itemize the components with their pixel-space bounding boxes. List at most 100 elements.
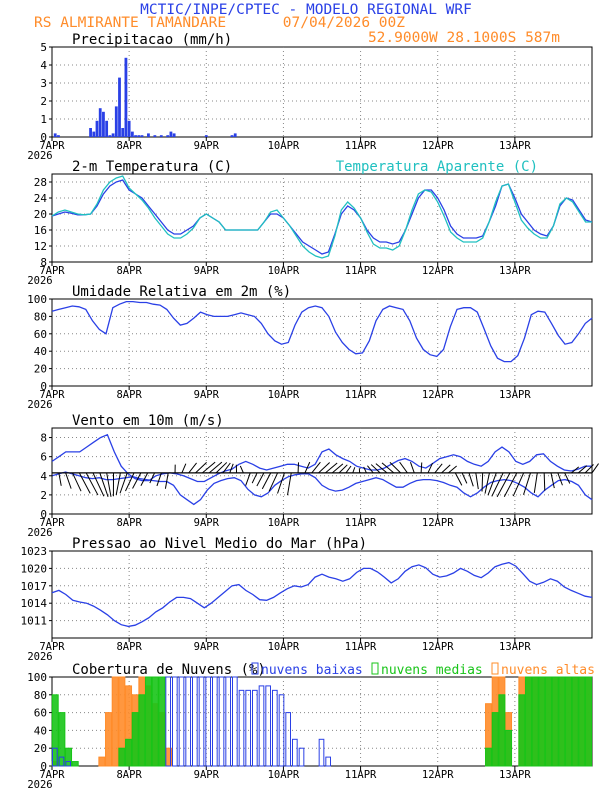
cloud-bar-2 <box>272 689 278 767</box>
plot-frame <box>51 46 593 138</box>
wind-arrow <box>578 465 588 474</box>
precip-bar <box>114 106 118 137</box>
wind-arrow <box>557 472 563 486</box>
precip-bar <box>166 135 170 137</box>
y-tick-label: 40 <box>34 345 47 358</box>
x-tick-label: 7APR <box>39 265 65 277</box>
precip-bar <box>102 111 105 137</box>
precip-bar <box>130 131 134 137</box>
y-tick-label: 0 <box>40 131 47 144</box>
wind-arrow <box>338 464 348 474</box>
cloud-bar-2 <box>265 685 272 767</box>
x-tick-label: 12APR <box>422 265 454 277</box>
cloud-bar-2 <box>178 676 185 767</box>
cloud-bar-2 <box>65 761 72 767</box>
wind-arrow <box>487 472 497 496</box>
precip-bar <box>89 128 92 137</box>
wind-arrow <box>208 461 223 474</box>
cloud-bar-1 <box>578 676 586 767</box>
cloud-bar-1 <box>485 747 493 767</box>
precip-bar <box>92 131 96 137</box>
x-tick-label: 8APR <box>116 140 142 152</box>
y-tick-label: 20 <box>34 742 47 755</box>
precip-bar <box>127 120 131 137</box>
y-tick-label: 1014 <box>21 597 48 610</box>
x-tick-label: 13APR <box>499 265 531 277</box>
cloud-bar-2 <box>172 676 178 767</box>
precip-bar <box>204 135 208 137</box>
wind-arrow <box>389 462 401 474</box>
precip-bar <box>124 57 128 137</box>
y-tick-label: 20 <box>34 208 47 221</box>
plot-frame <box>51 550 593 639</box>
cloud-bar-2 <box>245 689 251 767</box>
y-tick-label: 24 <box>34 192 48 205</box>
cloud-bar-2 <box>192 676 198 767</box>
wind-arrow <box>410 462 415 474</box>
wind-arrow <box>78 472 91 494</box>
series-line-1 <box>51 471 593 506</box>
series-line-0 <box>51 300 593 363</box>
cloud-bar-2 <box>52 747 58 767</box>
wind-arrow <box>381 462 395 474</box>
y-tick-label: 5 <box>40 41 47 54</box>
cloud-bar-2 <box>278 694 285 767</box>
cloud-bar-0 <box>105 712 113 767</box>
x-tick-label: 13APR <box>499 641 531 653</box>
wind-arrow <box>325 462 338 474</box>
wind-arrow <box>92 472 105 497</box>
x-tick-label: 12APR <box>422 769 454 781</box>
x-tick-label: 9APR <box>194 140 220 152</box>
cloud-bar-2 <box>325 756 332 767</box>
wind-arrow <box>304 461 311 474</box>
panel-clouds: 7APR 8APR 9APR 10APR 11APR 12APR 13APR 2026 0 20 4… <box>27 662 595 791</box>
precip-bar <box>140 135 144 137</box>
wind-arrow <box>239 465 244 474</box>
precip-bar <box>108 135 112 137</box>
x-tick-label: 11APR <box>345 769 377 781</box>
panel-temp: 7APR 8APR 9APR 10APR 11APR 12APR 13APR 2026 8 12 1… <box>27 159 593 287</box>
cloud-bar-1 <box>558 676 566 767</box>
x-tick-label: 8APR <box>116 641 142 653</box>
wind-arrow <box>375 463 388 474</box>
x-year-label: 2026 <box>27 527 52 539</box>
wind-arrow <box>181 463 187 474</box>
x-tick-label: 11APR <box>345 140 377 152</box>
precip-bar <box>98 108 102 137</box>
panel-pressure: 7APR 8APR 9APR 10APR 11APR 12APR 13APR 2026 1011… <box>21 536 593 663</box>
x-tick-label: 13APR <box>499 389 531 401</box>
cloud-bar-1 <box>145 676 153 767</box>
wind-arrow <box>543 472 546 491</box>
wind-arrow <box>115 472 121 496</box>
x-tick-label: 12APR <box>422 140 454 152</box>
wind-arrow <box>65 472 72 489</box>
wind-arrow <box>311 461 321 474</box>
wind-arrow <box>523 472 531 495</box>
y-tick-label: 12 <box>34 240 47 253</box>
cloud-bar-1 <box>125 738 133 767</box>
panel-title: Cobertura de Nuvens (%) <box>72 662 266 678</box>
wind-arrow <box>106 472 112 497</box>
cloud-bar-1 <box>138 694 146 767</box>
cloud-bar-2 <box>285 712 292 767</box>
y-tick-label: 6 <box>40 451 47 464</box>
wind-arrow <box>202 461 216 474</box>
cloud-bar-2 <box>258 685 265 767</box>
cloud-bar-1 <box>71 761 79 767</box>
precip-bar <box>137 135 141 137</box>
wind-arrow <box>427 462 434 474</box>
wind-arrow <box>125 472 135 492</box>
wind-arrow <box>99 472 109 498</box>
cloud-bar-1 <box>118 747 126 767</box>
cloud-bar-2 <box>252 689 258 767</box>
wind-arrow <box>420 462 423 473</box>
wind-arrow <box>245 472 251 486</box>
x-tick-label: 7APR <box>39 769 65 781</box>
cloud-bar-2 <box>185 676 191 767</box>
wind-arrow <box>399 461 408 474</box>
cloud-bar-0 <box>98 756 106 767</box>
wind-arrow <box>584 464 594 474</box>
wind-arrow <box>484 472 490 494</box>
precip-bar <box>172 133 176 137</box>
wind-arrow <box>215 462 228 474</box>
